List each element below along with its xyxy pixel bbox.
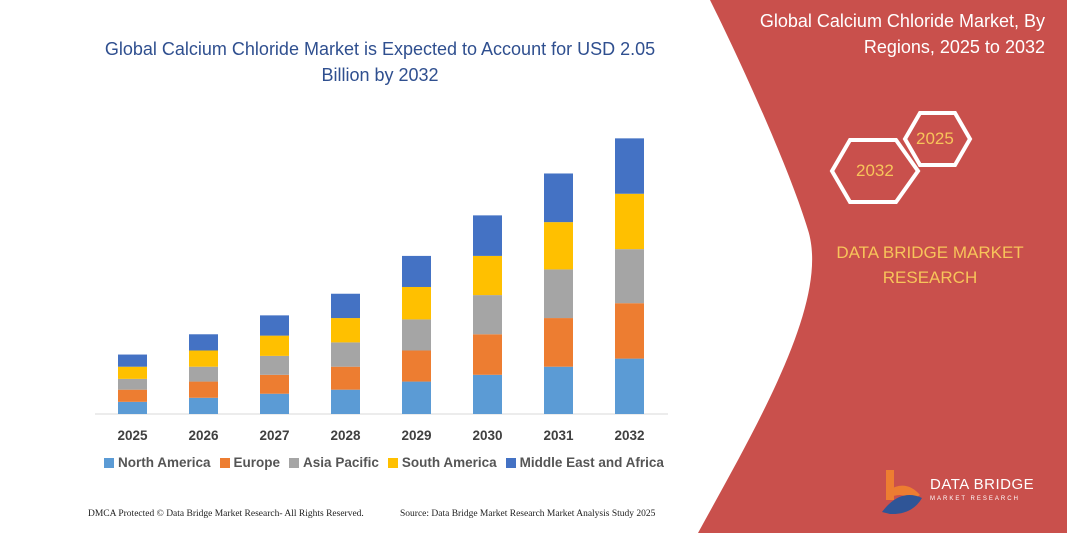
x-tick-label: 2025 xyxy=(117,428,148,443)
bar-segment-2025-south-america xyxy=(118,366,147,379)
chart-title: Global Calcium Chloride Market is Expect… xyxy=(104,39,656,85)
bar-segment-2030-europe xyxy=(473,334,502,375)
hexagon-2025 xyxy=(902,111,973,167)
legend-item-south-america: South America xyxy=(387,455,497,470)
bar-segment-2031-europe xyxy=(544,318,573,367)
x-tick-label: 2032 xyxy=(614,428,644,443)
bar-segment-2026-europe xyxy=(189,381,218,398)
legend-swatch xyxy=(219,457,230,468)
bar-segment-2032-north-america xyxy=(615,358,644,414)
legend-item-asia-pacific: Asia Pacific xyxy=(289,455,379,470)
bar-segment-2028-middle-east-and-africa xyxy=(331,293,360,319)
hexagon-2032 xyxy=(829,138,921,204)
bar-segment-2025-north-america xyxy=(118,401,147,414)
legend-item-europe: Europe xyxy=(219,455,281,470)
bar-segment-2028-north-america xyxy=(331,389,360,414)
x-tick-label: 2027 xyxy=(259,428,289,443)
bar-segment-2027-europe xyxy=(260,374,289,394)
bar-segment-2029-middle-east-and-africa xyxy=(402,255,431,287)
bar-segment-2032-europe xyxy=(615,303,644,359)
x-tick-label: 2031 xyxy=(543,428,574,443)
legend-label: Europe xyxy=(233,455,281,470)
x-tick-label: 2026 xyxy=(188,428,219,443)
copyright-text: DMCA Protected © Data Bridge Market Rese… xyxy=(88,509,364,519)
x-tick-label: 2028 xyxy=(330,428,361,443)
bar-segment-2030-middle-east-and-africa xyxy=(473,215,502,256)
bar-segment-2029-europe xyxy=(402,350,431,382)
panel-title: Global Calcium Chloride Market, By Regio… xyxy=(759,11,1045,57)
legend: North America Europe Asia Pacific South … xyxy=(104,455,664,470)
bar-segment-2030-asia-pacific xyxy=(473,295,502,335)
logo-text: DATA BRIDGE xyxy=(930,476,1035,493)
legend-label: North America xyxy=(118,455,211,470)
x-tick-label: 2030 xyxy=(472,428,502,443)
bar-segment-2027-middle-east-and-africa xyxy=(260,315,289,336)
bar-segment-2029-asia-pacific xyxy=(402,319,431,351)
bar-segment-2029-south-america xyxy=(402,286,431,320)
hex-label-2025: 2025 xyxy=(916,129,954,148)
legend-swatch xyxy=(289,457,300,468)
bar-segment-2025-asia-pacific xyxy=(118,378,147,390)
bar-segment-2031-middle-east-and-africa xyxy=(544,173,573,223)
bar-segment-2031-asia-pacific xyxy=(544,269,573,319)
legend-swatch xyxy=(104,457,114,468)
bar-segment-2026-south-america xyxy=(189,350,218,367)
bar-segment-2025-middle-east-and-africa xyxy=(118,354,147,367)
bar-segment-2030-south-america xyxy=(473,255,502,296)
logo-icon xyxy=(882,470,922,515)
bar-segment-2027-asia-pacific xyxy=(260,355,289,375)
bar-segment-2028-south-america xyxy=(331,318,360,343)
x-tick-label: 2029 xyxy=(401,428,431,443)
bar-segment-2027-north-america xyxy=(260,393,289,414)
legend-label: South America xyxy=(401,455,497,470)
bar-segment-2032-asia-pacific xyxy=(615,249,644,304)
brand-text: DATA BRIDGE MARKET RESEARCH xyxy=(836,243,1024,287)
bar-segment-2026-north-america xyxy=(189,397,218,414)
hex-label-2032: 2032 xyxy=(856,161,894,180)
bar-segment-2032-middle-east-and-africa xyxy=(615,138,644,194)
legend-item-north-america: North America xyxy=(104,455,211,470)
logo-subtext: MARKET RESEARCH xyxy=(930,496,1020,502)
bar-segment-2031-south-america xyxy=(544,222,573,270)
bar-segment-2031-north-america xyxy=(544,366,573,414)
legend-label: Middle East and Africa xyxy=(519,455,664,470)
bar-segment-2025-europe xyxy=(118,389,147,402)
bar-segment-2032-south-america xyxy=(615,193,644,250)
bar-segment-2027-south-america xyxy=(260,335,289,356)
bar-segment-2029-north-america xyxy=(402,381,431,414)
source-text: Source: Data Bridge Market Research Mark… xyxy=(400,509,656,519)
legend-item-middle-east-africa: Middle East and Africa xyxy=(505,455,664,470)
red-side-panel xyxy=(698,0,1067,533)
legend-swatch xyxy=(505,457,516,468)
bar-segment-2028-europe xyxy=(331,366,360,390)
legend-label: Asia Pacific xyxy=(303,455,379,470)
bar-segment-2026-middle-east-and-africa xyxy=(189,334,218,351)
bar-segment-2026-asia-pacific xyxy=(189,366,218,382)
legend-swatch xyxy=(387,457,398,468)
bar-segment-2030-north-america xyxy=(473,374,502,414)
bar-segment-2028-asia-pacific xyxy=(331,342,360,367)
